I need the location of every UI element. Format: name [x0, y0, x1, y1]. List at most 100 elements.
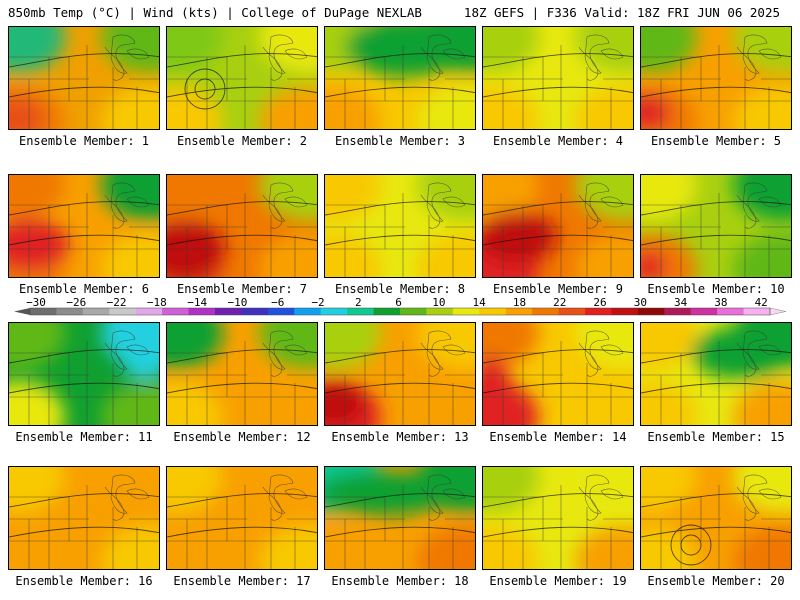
height-contours: [167, 201, 317, 246]
scale-swatch: [267, 308, 295, 315]
state-borders: [483, 182, 633, 277]
ensemble-map-panel: [640, 322, 792, 426]
height-contours: [167, 493, 317, 538]
ensemble-member-label: Ensemble Member: 18: [331, 574, 469, 588]
scale-tick-label: −26: [66, 296, 86, 309]
scale-swatch: [215, 308, 242, 315]
temperature-map: [325, 467, 475, 569]
scale-arrow-left: [14, 308, 30, 315]
scale-tick-label: 38: [714, 296, 727, 309]
scale-swatch: [585, 308, 612, 315]
scale-tick-label: 34: [674, 296, 688, 309]
ensemble-member-label: Ensemble Member: 2: [176, 134, 308, 148]
scale-swatch: [532, 308, 559, 315]
ensemble-member-label: Ensemble Member: 19: [489, 574, 627, 588]
temperature-map: [325, 175, 475, 277]
ensemble-member-label: Ensemble Member: 11: [15, 430, 153, 444]
temperature-map: [9, 467, 159, 569]
scale-tick-label: 6: [395, 296, 402, 309]
ensemble-map-panel: [482, 322, 634, 426]
scale-swatch: [294, 308, 322, 315]
ensemble-member-label: Ensemble Member: 3: [334, 134, 466, 148]
scale-tick-label: −14: [187, 296, 207, 309]
height-contours: [483, 493, 633, 538]
ensemble-member-label: Ensemble Member: 20: [647, 574, 785, 588]
ensemble-member-label: Ensemble Member: 15: [647, 430, 785, 444]
scale-tick-label: −10: [228, 296, 248, 309]
height-contours: [641, 53, 791, 98]
ensemble-map-panel: [8, 26, 160, 130]
ensemble-map-panel: [8, 466, 160, 570]
height-contours: [9, 53, 159, 98]
height-contours: [483, 349, 633, 394]
scale-tick-label: −22: [107, 296, 127, 309]
temperature-map: [483, 175, 633, 277]
temperature-map: [325, 27, 475, 129]
ensemble-member-label: Ensemble Member: 8: [334, 282, 466, 296]
temperature-map: [325, 323, 475, 425]
state-borders: [641, 330, 791, 425]
temperature-map: [483, 323, 633, 425]
ensemble-member-label: Ensemble Member: 6: [18, 282, 150, 296]
ensemble-member-label: Ensemble Member: 12: [173, 430, 311, 444]
ensemble-member-label: Ensemble Member: 17: [173, 574, 311, 588]
state-borders: [483, 474, 633, 569]
scale-swatch: [320, 308, 348, 315]
scale-swatch: [743, 308, 771, 315]
scale-swatch: [426, 308, 454, 315]
color-scale-bar: −30 −26 −22 −18 −14 −10 −6 −2 2 6 10 14 18 22 26 30 34 38…: [0, 296, 800, 320]
title-left: 850mb Temp (°C) | Wind (kts) | College o…: [8, 5, 422, 20]
scale-swatch: [664, 308, 692, 315]
ensemble-map-panel: [8, 322, 160, 426]
ensemble-member-label: Ensemble Member: 7: [176, 282, 308, 296]
scale-tick-label: 26: [593, 296, 606, 309]
ensemble-map-panel: [166, 322, 318, 426]
state-borders: [641, 474, 791, 569]
temperature-map: [167, 175, 317, 277]
height-contours: [325, 493, 475, 538]
ensemble-map-panel: [482, 466, 634, 570]
temperature-map: [641, 467, 791, 569]
ensemble-map-panel: [324, 174, 476, 278]
title-right: 18Z GEFS | F336 Valid: 18Z FRI JUN 06 20…: [463, 5, 780, 20]
temperature-map: [9, 175, 159, 277]
temperature-map: [483, 27, 633, 129]
scale-tick-label: 18: [513, 296, 526, 309]
ensemble-map-panel: [166, 466, 318, 570]
height-contours: [9, 493, 159, 538]
scale-swatch: [452, 308, 480, 315]
scale-tick-label: −18: [147, 296, 167, 309]
ensemble-member-label: Ensemble Member: 1: [18, 134, 150, 148]
height-contours: [9, 349, 159, 394]
height-contours: [325, 201, 475, 246]
scale-arrow-right: [769, 307, 787, 316]
scale-tick-label: 30: [634, 296, 647, 309]
ensemble-map-panel: [324, 26, 476, 130]
ensemble-map-panel: [482, 174, 634, 278]
temperature-map: [641, 323, 791, 425]
ensemble-map-panel: [166, 26, 318, 130]
scale-swatch: [162, 308, 189, 315]
scale-swatch: [347, 308, 374, 315]
ensemble-map-panel: [640, 174, 792, 278]
temperature-map: [167, 323, 317, 425]
scale-tick-label: 22: [553, 296, 566, 309]
scale-tick-label: −2: [311, 296, 324, 309]
height-contours: [325, 349, 475, 394]
color-scale-svg: −30 −26 −22 −18 −14 −10 −6 −2 2 6 10 14 18 22 26 30 34 38…: [14, 296, 787, 316]
ensemble-map-panel: [640, 26, 792, 130]
scale-swatch: [188, 308, 216, 315]
temperature-map: [167, 27, 317, 129]
height-contours: [641, 349, 791, 394]
scale-swatch: [690, 308, 718, 315]
state-borders: [325, 182, 475, 277]
height-contours: [167, 53, 317, 110]
scale-tick-label: −6: [271, 296, 284, 309]
scale-swatch: [109, 308, 137, 315]
ensemble-map-panel: [640, 466, 792, 570]
ensemble-map-panel: [482, 26, 634, 130]
height-contours: [325, 53, 475, 98]
height-contours: [483, 201, 633, 246]
ensemble-member-label: Ensemble Member: 10: [647, 282, 785, 296]
scale-swatch: [30, 308, 57, 315]
